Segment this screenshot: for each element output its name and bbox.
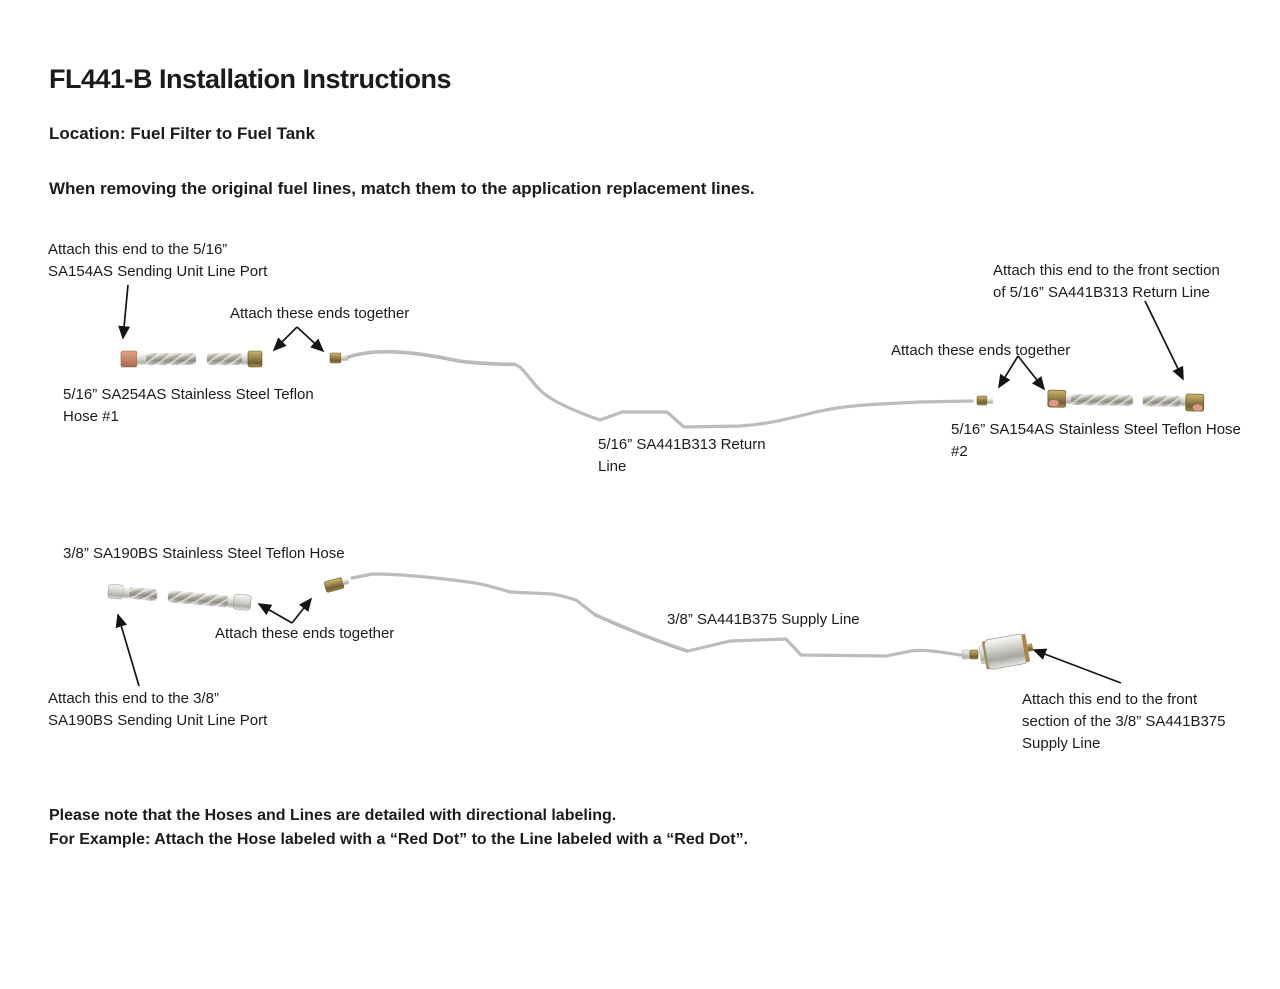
location-heading: Location: Fuel Filter to Fuel Tank	[49, 124, 316, 143]
hose2-red-dot-left	[1048, 399, 1059, 407]
arrow-to-hose2-right-end	[1144, 300, 1184, 381]
hose3-braid-segment-1	[128, 587, 158, 601]
hose3-silver-fitting-left	[107, 583, 124, 600]
callout-attach-ends-together-1: Attach these ends together	[230, 305, 410, 322]
return-line-start-fitting	[329, 352, 342, 364]
supply-line-end-connector-brass	[969, 649, 979, 660]
label-hose2: 5/16” SA154AS Stainless Steel Teflon Hos…	[951, 421, 1241, 460]
hose3-silver-fitting-right	[233, 593, 252, 611]
arrow-ends-together-1-right	[296, 326, 325, 353]
supply-line-sa441b375	[324, 572, 1034, 670]
hose1-braid-segment-2	[207, 353, 242, 365]
supply-line-start-fitting	[324, 577, 350, 593]
callout-attach-front-return: Attach this end to the front section of …	[993, 262, 1220, 301]
supply-line-end-connector-silver	[961, 649, 971, 660]
arrow-ends-together-3-left	[257, 603, 293, 624]
hose1-ferrule-left	[137, 354, 146, 365]
footer-note-line2: For Example: Attach the Hose labeled wit…	[49, 831, 749, 848]
return-line-sa441b313	[329, 349, 993, 429]
callout-attach-sending-unit-38: Attach this end to the 3/8” SA190BS Send…	[48, 690, 268, 729]
return-line-path	[346, 349, 974, 429]
hose1-brass-fitting	[247, 350, 263, 368]
return-line-end-fitting	[976, 395, 988, 406]
hose1-braid-segment-1	[146, 353, 196, 365]
label-hose1: 5/16” SA254AS Stainless Steel Teflon Hos…	[63, 386, 314, 425]
arrow-to-filter-cylinder	[1032, 648, 1122, 684]
hose3-braid-segment-2	[167, 590, 229, 608]
label-hose3: 3/8” SA190BS Stainless Steel Teflon Hose	[63, 545, 345, 562]
hose2-red-dot-right	[1192, 404, 1203, 411]
hose2-braid-segment-1	[1070, 393, 1133, 406]
hose2-sa154as	[1047, 389, 1205, 412]
supply-line-path	[350, 572, 962, 658]
page-title: FL441-B Installation Instructions	[49, 64, 452, 94]
hose3-sa190bs	[107, 583, 252, 611]
arrow-ends-together-1-left	[272, 326, 298, 352]
arrow-ends-together-3-right	[291, 597, 313, 624]
hose2-braid-segment-2	[1142, 395, 1181, 407]
callout-attach-ends-together-3: Attach these ends together	[215, 625, 395, 642]
callout-attach-front-supply: Attach this end to the front section of …	[1022, 691, 1226, 752]
footer-note-line1: Please note that the Hoses and Lines are…	[49, 807, 617, 824]
intro-text: When removing the original fuel lines, m…	[49, 179, 755, 198]
callout-attach-ends-together-2: Attach these ends together	[891, 342, 1071, 359]
hose1-ferrule-right	[242, 354, 248, 365]
label-return-line: 5/16” SA441B313 Return Line	[598, 436, 766, 475]
fuel-filter-cylinder	[978, 633, 1034, 670]
arrow-to-hose1-copper-end	[118, 284, 131, 340]
arrow-ends-together-2-left	[998, 355, 1019, 389]
hose1-copper-fitting	[120, 350, 138, 368]
callout-arrows	[115, 284, 1184, 687]
callout-attach-sending-unit-516: Attach this end to the 5/16” SA154AS Sen…	[48, 241, 268, 280]
arrow-to-hose3-left-end	[115, 613, 140, 687]
arrow-ends-together-2-right	[1017, 355, 1046, 391]
hose1-sa254as	[120, 350, 263, 368]
label-supply-line: 3/8” SA441B375 Supply Line	[667, 611, 860, 628]
